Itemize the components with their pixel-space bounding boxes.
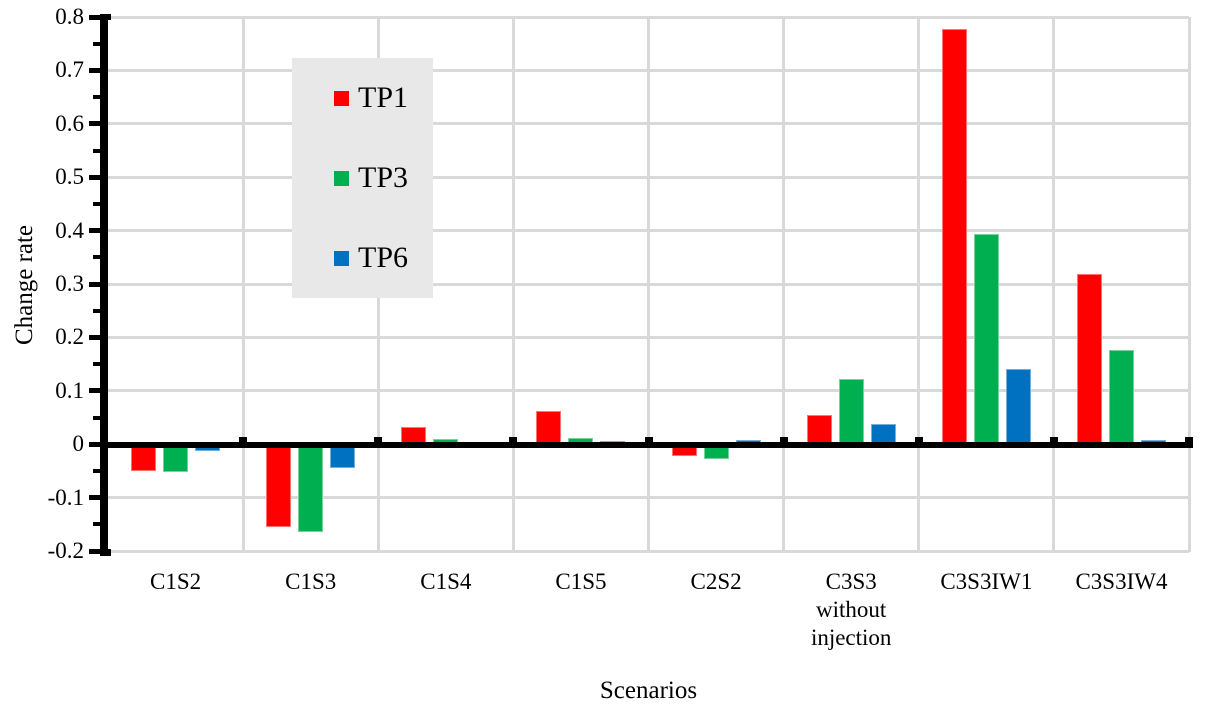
category-label: C1S4 [420,569,472,594]
category-label: C3S3IW1 [940,569,1033,594]
legend-item: TP1 [292,58,433,138]
y-axis-minor-tick [93,41,100,46]
legend-label: TP1 [358,81,409,114]
category-label: C1S5 [555,569,607,594]
y-axis-major-tick [89,388,100,394]
y-axis-minor-tick [93,148,100,153]
x-axis-tick [1185,436,1193,448]
y-axis-major-tick [89,548,100,554]
bar-tp1-4 [536,410,562,445]
category-divider [241,17,245,552]
y-axis-major-tick [89,67,100,73]
category-divider [782,17,786,552]
y-axis-minor-tick [93,95,100,100]
legend-label: TP6 [358,241,409,274]
y-tick-label: 0 [72,431,85,457]
x-axis-tick [509,436,518,448]
bar-tp6-7 [1005,369,1031,445]
y-axis-minor-tick [93,201,100,206]
legend-label: TP3 [358,161,409,194]
y-axis-minor-tick [93,468,100,473]
bar-tp1-8 [1076,274,1102,445]
category-label: C3S3IW4 [1075,569,1168,594]
bar-tp3-7 [973,234,999,445]
y-axis-major-tick [89,228,100,234]
y-tick-label: 0.6 [55,110,84,136]
y-tick-label: 0.7 [55,57,84,83]
category-label: C3S3 without injection [810,569,892,650]
bar-tp1-1 [131,444,157,471]
legend-item: TP3 [292,138,433,218]
y-axis-minor-tick [93,362,100,367]
y-tick-label: -0.2 [47,538,84,563]
x-axis-tick [239,436,248,448]
y-tick-label: 0.1 [55,377,84,403]
legend-item: TP6 [292,218,433,298]
y-axis-major-tick [89,441,100,447]
y-tick-label: 0.2 [55,324,84,350]
bar-tp6-2 [330,444,356,469]
category-label: C1S2 [149,569,202,594]
category-divider [511,17,515,552]
y-tick-label: 0.4 [55,217,84,243]
y-tick-label: 0.3 [55,271,84,296]
x-axis-tick [914,436,923,448]
bar-tp3-6 [838,378,864,445]
y-axis-minor-tick [93,522,100,527]
legend-marker-tp6 [334,250,349,266]
y-axis-major-tick [89,334,100,340]
category-divider [1052,17,1056,552]
y-axis-cap-top [100,14,111,20]
y-tick-label: -0.1 [47,484,84,510]
y-tick-label: 0.8 [55,4,84,29]
bar-tp1-6 [806,414,832,445]
y-axis-minor-tick [93,255,100,260]
y-axis-line [100,14,108,556]
category-divider [917,17,921,552]
x-axis-tick [779,436,788,448]
y-axis-minor-tick [93,308,100,313]
legend-marker-tp1 [334,90,349,106]
y-axis-major-tick [89,281,100,287]
category-divider [647,17,650,552]
y-axis-major-tick [89,14,100,20]
y-axis-cap-bottom [100,549,111,556]
x-axis-tick [1049,436,1058,448]
bar-tp3-2 [298,444,324,533]
x-axis-title: Scenarios [599,677,698,704]
bar-tp3-8 [1108,349,1134,445]
category-label: C1S3 [285,569,337,594]
x-axis-tick [644,436,653,448]
y-tick-label: 0.5 [55,164,84,190]
legend-marker-tp3 [334,170,349,186]
y-axis-major-tick [89,495,100,501]
bar-tp1-2 [266,444,292,527]
category-label: C2S2 [690,569,742,594]
x-axis-tick [374,436,383,448]
bar-tp3-1 [163,444,189,473]
y-axis-major-tick [89,121,100,127]
y-axis-minor-tick [93,415,100,420]
bar-tp1-7 [941,28,967,445]
y-axis-major-tick [89,174,100,180]
category-divider [1187,17,1191,552]
legend: TP1 TP3 TP6 [292,58,433,298]
y-axis-title: Change rate [11,224,38,346]
